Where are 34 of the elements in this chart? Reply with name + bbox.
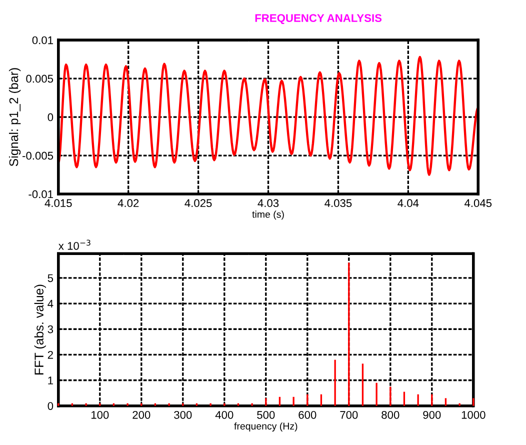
x-tick-label: 400 xyxy=(215,410,234,419)
x-tick-label: 4.035 xyxy=(324,199,352,208)
y-tick-label: 3 xyxy=(48,325,54,334)
x-tick-label: 4.025 xyxy=(184,199,212,208)
x-tick-label: 4.045 xyxy=(464,199,492,208)
x-tick-label: 700 xyxy=(340,410,358,419)
x-tick-label: 900 xyxy=(423,410,441,419)
x-tick-label: 300 xyxy=(174,410,192,419)
x-axis-title: time (s) xyxy=(252,210,284,220)
y-tick-label: 0.01 xyxy=(32,36,53,44)
x-tick-label: 4.03 xyxy=(258,199,279,208)
y-tick-label: 4 xyxy=(48,300,54,308)
y-tick-label: 0 xyxy=(48,402,54,410)
y-tick-label: 5 xyxy=(48,274,54,282)
x-axis-title: frequency (Hz) xyxy=(234,422,298,432)
x-tick-label: 500 xyxy=(257,410,275,419)
x-tick-label: 100 xyxy=(91,410,109,419)
text: x 10$^{−3}$ xyxy=(58,240,90,250)
y-tick-label: 2 xyxy=(48,350,53,359)
chart-title: FREQUENCY ANALYSIS xyxy=(255,14,382,24)
x-tick-label: 800 xyxy=(382,410,400,419)
x-tick-label: 4.015 xyxy=(44,199,72,208)
y-tick-label: 0.005 xyxy=(26,74,54,83)
x-tick-label: 1000 xyxy=(462,410,486,419)
y-tick-label: -0.01 xyxy=(28,190,53,198)
x-tick-label: 200 xyxy=(132,410,150,419)
x-tick-label: 600 xyxy=(298,410,316,419)
y-axis-title: FFT (abs. value) xyxy=(34,284,46,374)
y-tick-label: -0.005 xyxy=(22,152,54,160)
x-tick-label: 4.02 xyxy=(118,199,139,208)
y-tick-label: 1 xyxy=(48,376,53,384)
x-tick-label: 4.04 xyxy=(398,199,419,208)
y-axis-title: Signal: p1_2 (bar) xyxy=(8,68,21,166)
y-tick-label: 0 xyxy=(48,113,54,122)
